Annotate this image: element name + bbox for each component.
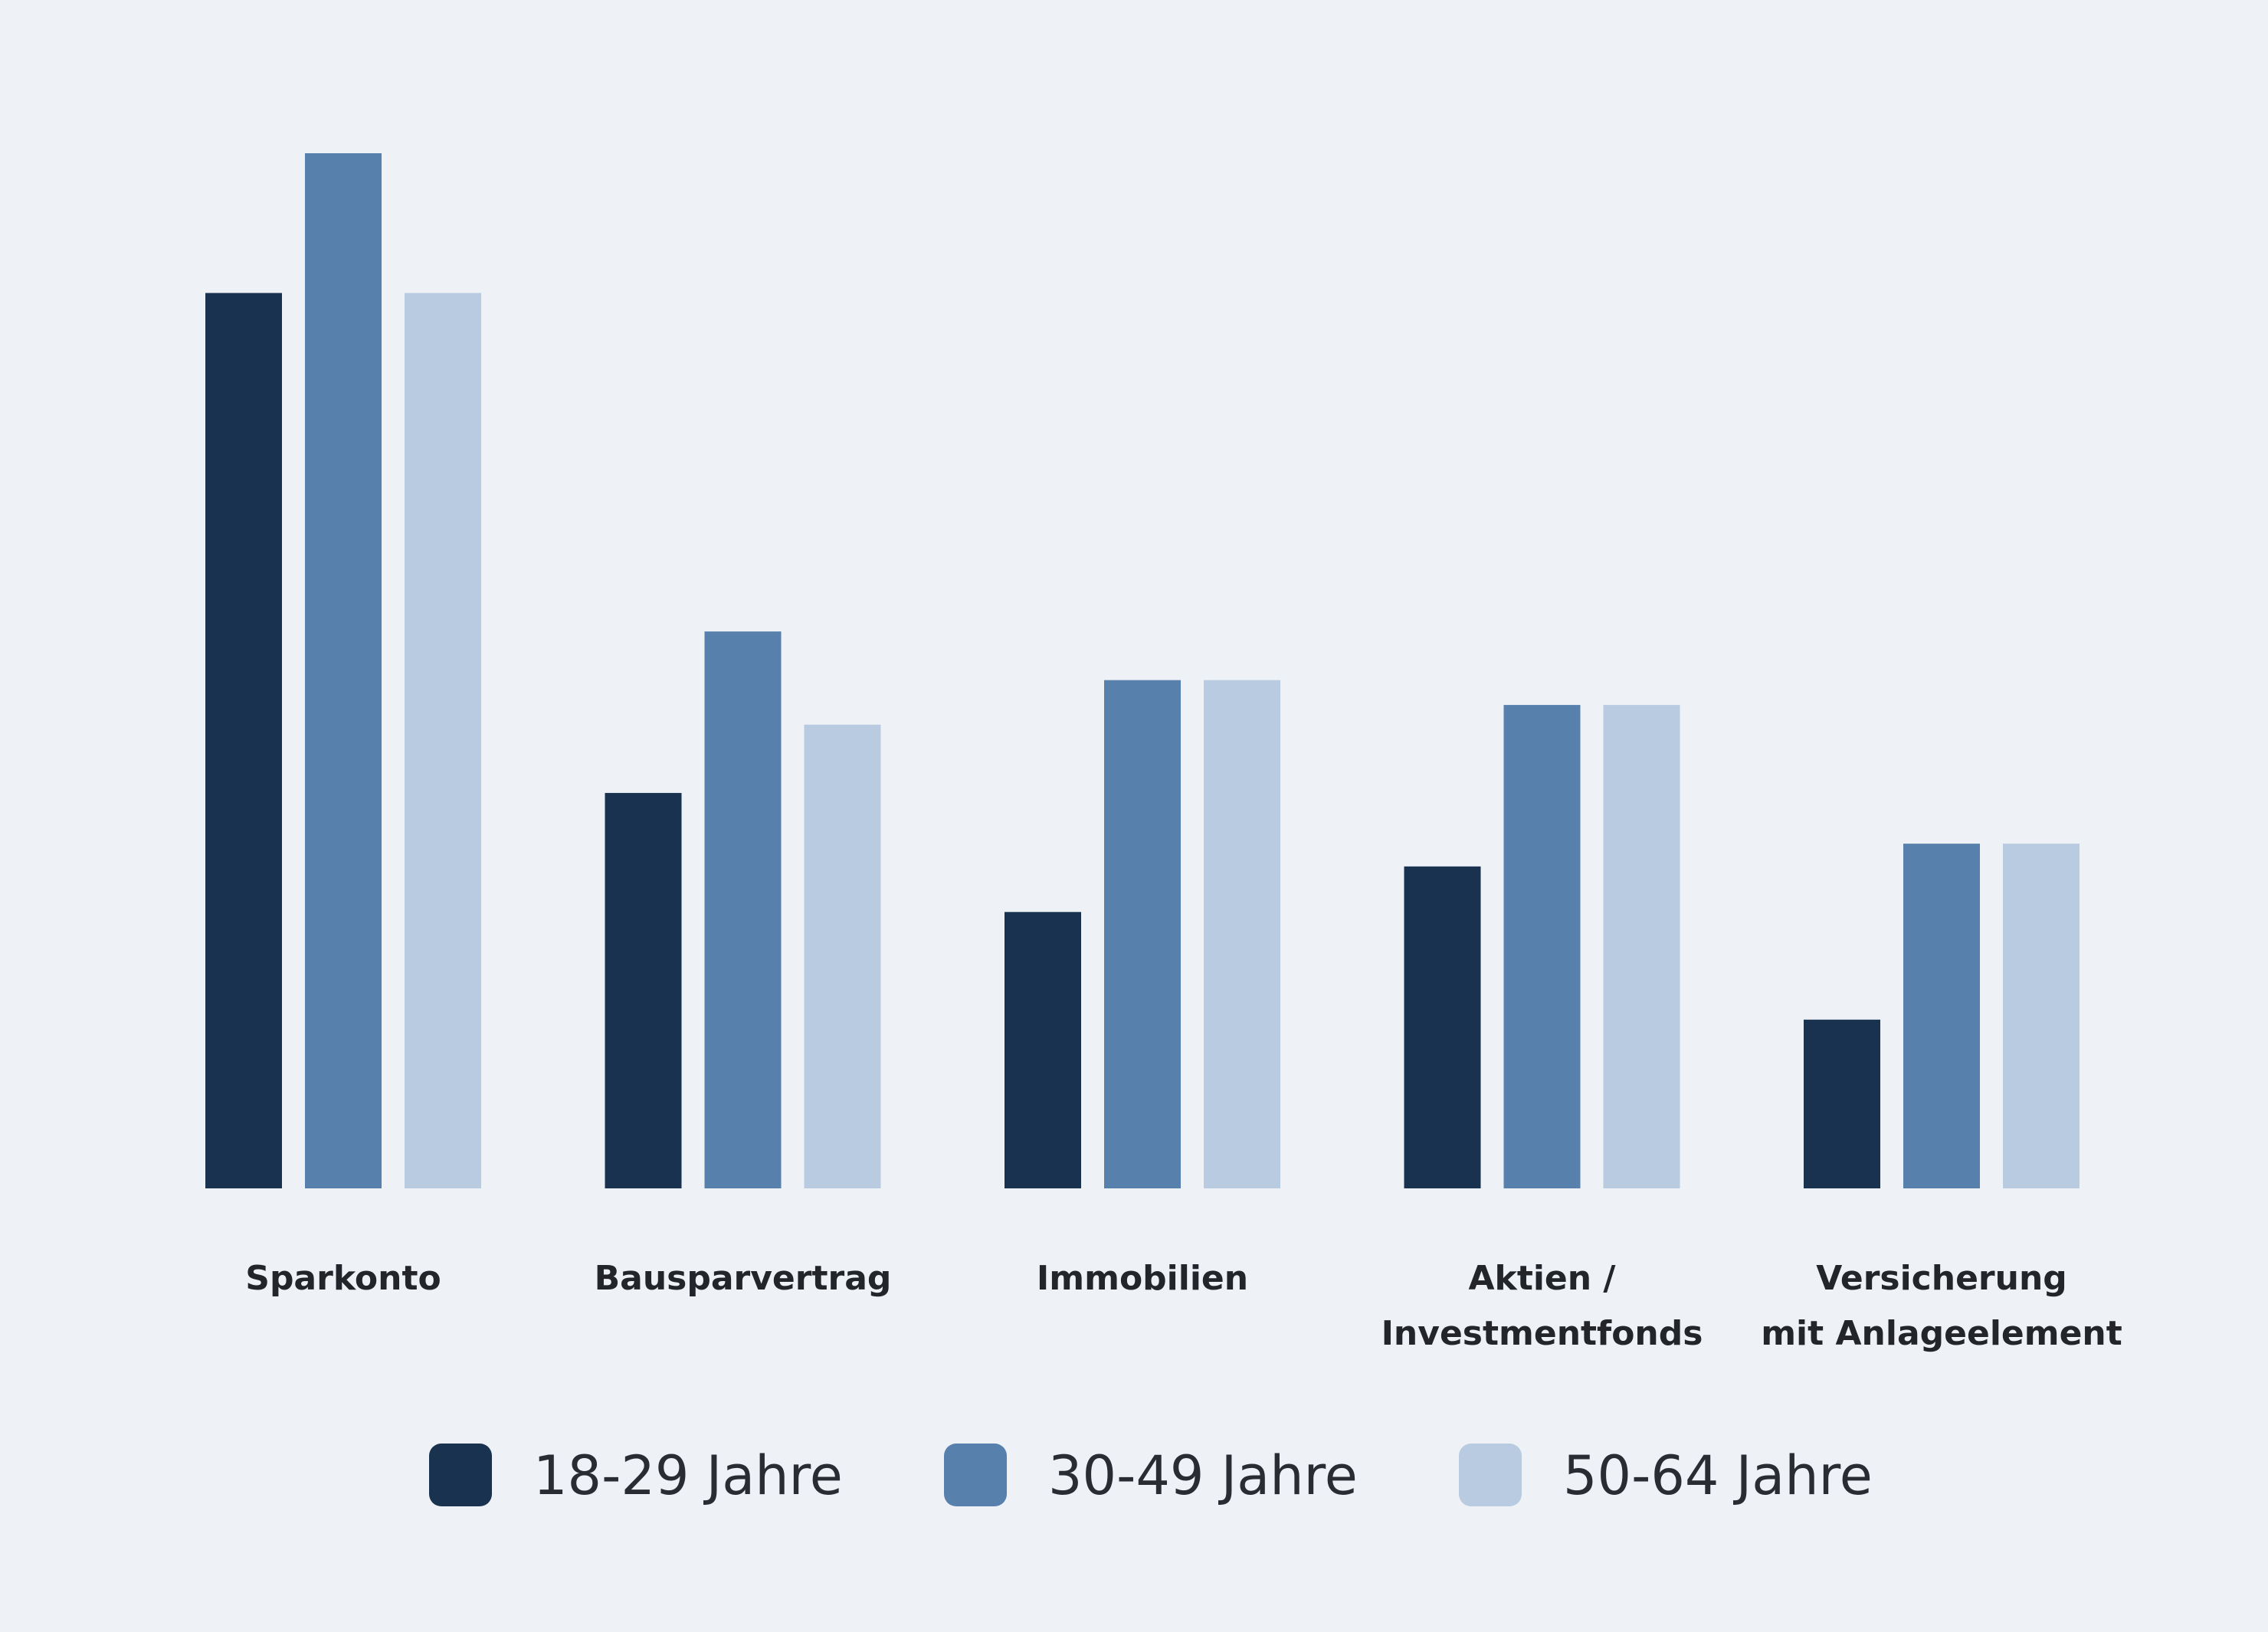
bar-sparkonto-30-49-jahre: [305, 153, 382, 1188]
bar-versicherung-mit-anlageelement-18-29-jahre: [1804, 1019, 1880, 1188]
bar-immobilien-18-29-jahre: [1005, 912, 1081, 1188]
legend-swatch-50-64-jahre: [1459, 1444, 1522, 1506]
bar-versicherung-mit-anlageelement-50-64-jahre: [2003, 844, 2080, 1188]
bar-bausparvertrag-18-29-jahre: [605, 792, 682, 1188]
bar-bausparvertrag-50-64-jahre: [804, 724, 881, 1188]
bar-immobilien-50-64-jahre: [1204, 680, 1280, 1188]
legend-label-30-49-jahre: 30-49 Jahre: [1048, 1444, 1358, 1507]
bar-sparkonto-18-29-jahre: [205, 293, 282, 1188]
bar-bausparvertrag-30-49-jahre: [704, 631, 782, 1188]
category-label-immobilien: Immobilien: [1037, 1259, 1248, 1298]
category-label-aktien-investmentfonds: Aktien / Investmentfonds: [1381, 1259, 1703, 1353]
category-label-versicherung-mit-anlageelement: Versicherung mit Anlageelement: [1761, 1259, 2122, 1353]
bar-sparkonto-50-64-jahre: [405, 293, 481, 1188]
bar-aktien-investmentfonds-18-29-jahre: [1404, 866, 1481, 1188]
category-label-bausparvertrag: Bausparvertrag: [595, 1259, 892, 1298]
bar-immobilien-30-49-jahre: [1104, 680, 1181, 1188]
bar-versicherung-mit-anlageelement-30-49-jahre: [1903, 844, 1980, 1188]
category-labels: Sparkonto Bausparvertrag Immobilien Aktien …: [245, 1259, 2122, 1353]
bars-layer: [205, 153, 2080, 1188]
legend: 18-29 Jahre 30-49 Jahre 50-64 Jahre: [429, 1444, 1873, 1507]
legend-swatch-18-29-jahre: [429, 1444, 492, 1506]
bar-aktien-investmentfonds-30-49-jahre: [1503, 705, 1581, 1188]
legend-label-18-29-jahre: 18-29 Jahre: [533, 1444, 843, 1507]
legend-swatch-30-49-jahre: [944, 1444, 1007, 1506]
legend-label-50-64-jahre: 50-64 Jahre: [1563, 1444, 1873, 1507]
category-label-sparkonto: Sparkonto: [245, 1259, 441, 1298]
bar-aktien-investmentfonds-50-64-jahre: [1603, 705, 1680, 1188]
